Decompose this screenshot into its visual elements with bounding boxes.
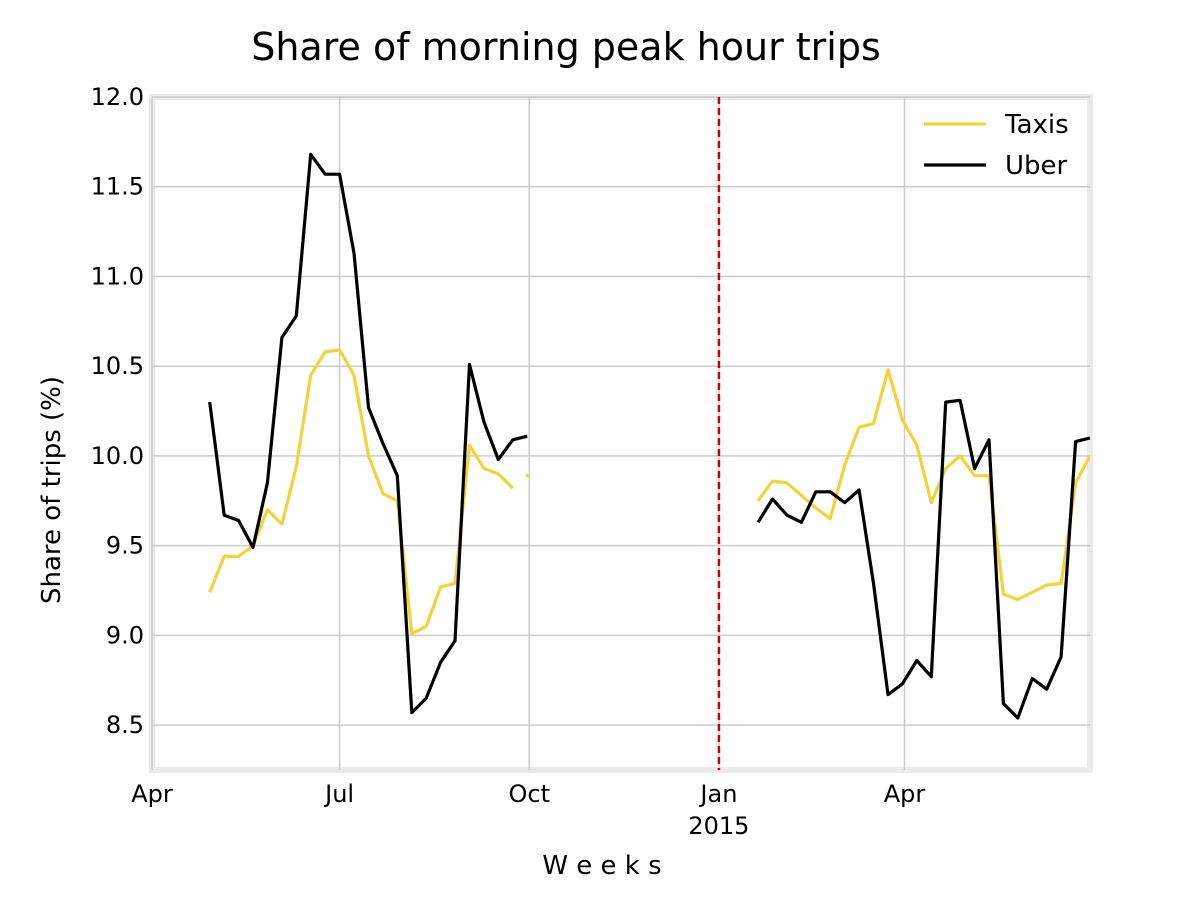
- y-tick-label: 12.0: [91, 83, 144, 111]
- y-tick-label: 10.0: [91, 442, 144, 470]
- series-line-uber: [208, 152, 528, 715]
- legend: Taxis Uber: [924, 110, 1069, 181]
- x-tick-sublabel: 2015: [688, 812, 749, 840]
- y-tick-label: 8.5: [106, 711, 144, 739]
- y-axis-label: Share of trips (%): [37, 376, 67, 604]
- chart-title: Share of morning peak hour trips: [251, 25, 881, 69]
- x-tick-label: Jul: [323, 780, 354, 808]
- y-tick-label: 11.5: [91, 173, 144, 201]
- series-line-taxis: [756, 368, 1090, 602]
- y-tick-label: 9.0: [106, 621, 144, 649]
- series-line-uber: [756, 398, 1090, 720]
- plot-frame: [149, 94, 1093, 773]
- series-group: [208, 152, 1090, 720]
- x-tick-label: Jan: [698, 780, 737, 808]
- series-point-taxis: [525, 473, 529, 478]
- y-tick-label: 9.5: [106, 532, 144, 560]
- legend-label: Uber: [1005, 151, 1068, 181]
- x-tick-label: Apr: [884, 780, 926, 808]
- x-axis-label: W e e k s: [542, 851, 661, 881]
- x-tick-label: Oct: [509, 780, 551, 808]
- y-tick-label: 11.0: [91, 262, 144, 290]
- y-tick-label: 10.5: [91, 352, 144, 380]
- x-tick-label: Apr: [131, 780, 173, 808]
- plot-area: 8.5 9.0 9.5 10.0 10.5 11.0 11.5 12.0 Apr Jul Oct Ja…: [91, 83, 1093, 840]
- legend-label: Taxis: [1004, 110, 1069, 140]
